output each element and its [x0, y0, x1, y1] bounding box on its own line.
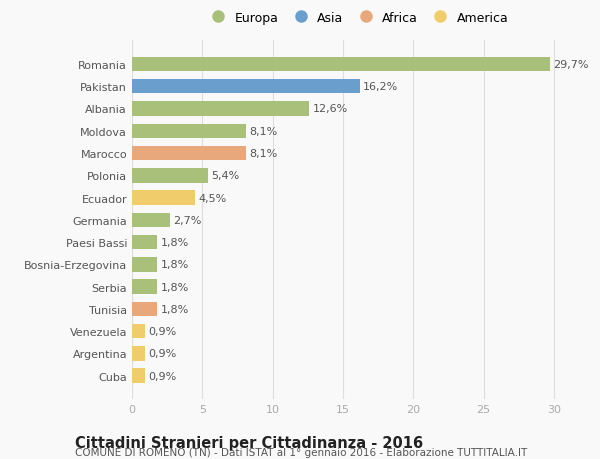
- Bar: [132, 124, 246, 139]
- Bar: [132, 213, 170, 228]
- Text: Cittadini Stranieri per Cittadinanza - 2016: Cittadini Stranieri per Cittadinanza - 2…: [75, 435, 423, 450]
- Bar: [132, 257, 157, 272]
- Bar: [132, 168, 208, 183]
- Bar: [132, 369, 145, 383]
- Text: 0,9%: 0,9%: [148, 326, 176, 336]
- Bar: [132, 235, 157, 250]
- Bar: [132, 57, 550, 72]
- Text: 1,8%: 1,8%: [161, 238, 189, 247]
- Text: COMUNE DI ROMENO (TN) - Dati ISTAT al 1° gennaio 2016 - Elaborazione TUTTITALIA.: COMUNE DI ROMENO (TN) - Dati ISTAT al 1°…: [75, 447, 527, 457]
- Text: 0,9%: 0,9%: [148, 349, 176, 358]
- Text: 12,6%: 12,6%: [313, 104, 348, 114]
- Text: 5,4%: 5,4%: [211, 171, 240, 181]
- Bar: [132, 347, 145, 361]
- Text: 4,5%: 4,5%: [199, 193, 227, 203]
- Legend: Europa, Asia, Africa, America: Europa, Asia, Africa, America: [206, 12, 508, 25]
- Bar: [132, 191, 195, 205]
- Bar: [132, 80, 360, 94]
- Text: 2,7%: 2,7%: [173, 215, 202, 225]
- Text: 0,9%: 0,9%: [148, 371, 176, 381]
- Text: 8,1%: 8,1%: [250, 127, 278, 136]
- Text: 29,7%: 29,7%: [553, 60, 589, 70]
- Bar: [132, 102, 309, 117]
- Text: 8,1%: 8,1%: [250, 149, 278, 159]
- Text: 16,2%: 16,2%: [364, 82, 398, 92]
- Bar: [132, 324, 145, 339]
- Bar: [132, 146, 246, 161]
- Text: 1,8%: 1,8%: [161, 304, 189, 314]
- Bar: [132, 302, 157, 316]
- Bar: [132, 280, 157, 294]
- Text: 1,8%: 1,8%: [161, 260, 189, 270]
- Text: 1,8%: 1,8%: [161, 282, 189, 292]
